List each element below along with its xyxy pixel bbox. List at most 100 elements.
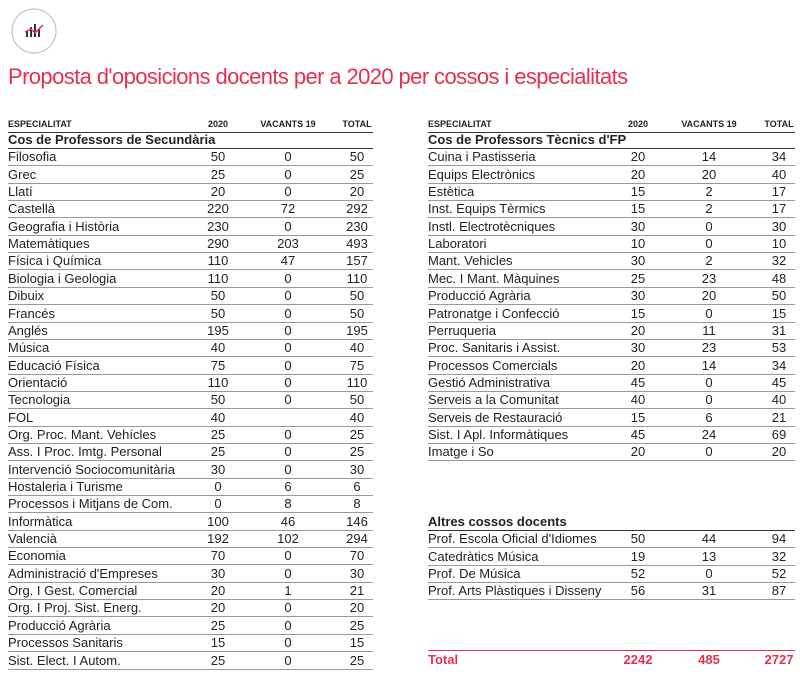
- row-label: Serveis a la Comunitat: [428, 392, 559, 408]
- row-label: Laboratori: [428, 236, 487, 252]
- logo: [11, 8, 57, 54]
- cell: 15: [210, 635, 226, 651]
- cell: 15: [630, 201, 646, 217]
- row-rule: [428, 304, 795, 306]
- column-header: ESPECIALITAT: [428, 119, 492, 129]
- row-rule: [8, 564, 373, 566]
- cell: 20: [349, 600, 365, 616]
- cell: 20: [630, 322, 646, 338]
- cell: 53: [771, 340, 787, 356]
- cell: 30: [630, 253, 646, 269]
- cell: 0: [284, 635, 292, 651]
- cell: 15: [630, 184, 646, 200]
- cell: 40: [771, 392, 787, 408]
- row-label: Matemàtiques: [8, 236, 90, 252]
- cell: 50: [630, 531, 646, 547]
- cell: 0: [705, 444, 713, 460]
- cell: 24: [701, 426, 717, 442]
- cell: 70: [210, 548, 226, 564]
- row-rule: [8, 616, 373, 618]
- cell: 50: [349, 392, 365, 408]
- row-label: Valencià: [8, 531, 57, 547]
- cell: 94: [771, 531, 787, 547]
- cell: 230: [346, 218, 368, 234]
- cell: 40: [210, 409, 226, 425]
- cell: 40: [349, 409, 365, 425]
- row-rule: [428, 269, 795, 271]
- cell: 0: [705, 392, 713, 408]
- column-header: TOTAL: [764, 119, 794, 129]
- cell: 34: [771, 357, 787, 373]
- cell: 0: [284, 288, 292, 304]
- row-label: Patronatge i Confecció: [428, 305, 560, 321]
- cell: 25: [210, 652, 226, 668]
- cell: 20: [630, 357, 646, 373]
- row-label: FOL: [8, 409, 34, 425]
- cell: 2: [705, 184, 713, 200]
- row-rule: [428, 252, 795, 254]
- cell: 20: [210, 184, 226, 200]
- cell: 46: [280, 513, 296, 529]
- row-rule: [8, 477, 373, 479]
- cell: 50: [349, 149, 365, 165]
- row-rule: [428, 217, 795, 219]
- section-title: Cos de Professors de Secundària: [8, 132, 216, 147]
- row-rule: [428, 530, 795, 531]
- row-rule: [428, 148, 795, 149]
- row-rule: [428, 564, 795, 566]
- column-header: TOTAL: [342, 119, 372, 129]
- cell: 0: [284, 600, 292, 616]
- cell: 292: [346, 201, 368, 217]
- cell: 75: [349, 357, 365, 373]
- cell: 20: [701, 288, 717, 304]
- cell: 6: [284, 479, 292, 494]
- cell: 32: [771, 253, 787, 269]
- cell: 8: [284, 496, 292, 512]
- cell: 0: [284, 374, 292, 390]
- row-rule: [428, 599, 795, 601]
- cell: 0: [284, 617, 292, 633]
- title: Proposta d'oposicions docents per a 2020…: [8, 64, 628, 89]
- column-header: VACANTS 19: [260, 119, 316, 129]
- row-rule: [428, 132, 795, 133]
- cell: 290: [207, 236, 229, 252]
- cell: 75: [210, 357, 226, 373]
- section-title: Cos de Professors Tècnics d'FP: [428, 132, 627, 147]
- cell: 8: [353, 496, 361, 512]
- cell: 31: [771, 322, 787, 338]
- cell: 48: [771, 270, 787, 286]
- row-label: Economia: [8, 548, 66, 564]
- cell: 20: [771, 444, 787, 460]
- cell: 14: [701, 149, 717, 165]
- row-rule: [428, 182, 795, 184]
- cell: 11: [702, 322, 716, 338]
- row-rule: [8, 512, 373, 514]
- cell: 110: [207, 270, 229, 286]
- cell: 52: [630, 566, 646, 582]
- total-value: 2242: [623, 652, 653, 667]
- cell: 220: [207, 201, 229, 217]
- cell: 72: [280, 201, 296, 217]
- cell: 0: [284, 149, 292, 165]
- row-label: Producció Agrària: [8, 617, 111, 633]
- cell: 157: [346, 253, 368, 269]
- row-label: Francés: [8, 305, 55, 321]
- cell: 20: [210, 600, 226, 616]
- row-rule: [428, 547, 795, 549]
- cell: 6: [353, 479, 361, 494]
- cell: 10: [771, 236, 787, 252]
- row-rule: [8, 304, 373, 306]
- cell: 30: [771, 218, 787, 234]
- cell: 20: [701, 166, 717, 182]
- cell: 40: [771, 166, 787, 182]
- cell: 23: [701, 340, 717, 356]
- cell: 110: [346, 374, 368, 390]
- row-rule: [428, 390, 795, 392]
- row-label: Filosofia: [8, 149, 57, 165]
- row-label: Geografia i Història: [8, 218, 120, 234]
- cell: 192: [207, 531, 229, 547]
- row-label: Org. Proc. Mant. Vehícles: [8, 426, 157, 442]
- cell: 0: [284, 357, 292, 373]
- cell: 50: [210, 288, 226, 304]
